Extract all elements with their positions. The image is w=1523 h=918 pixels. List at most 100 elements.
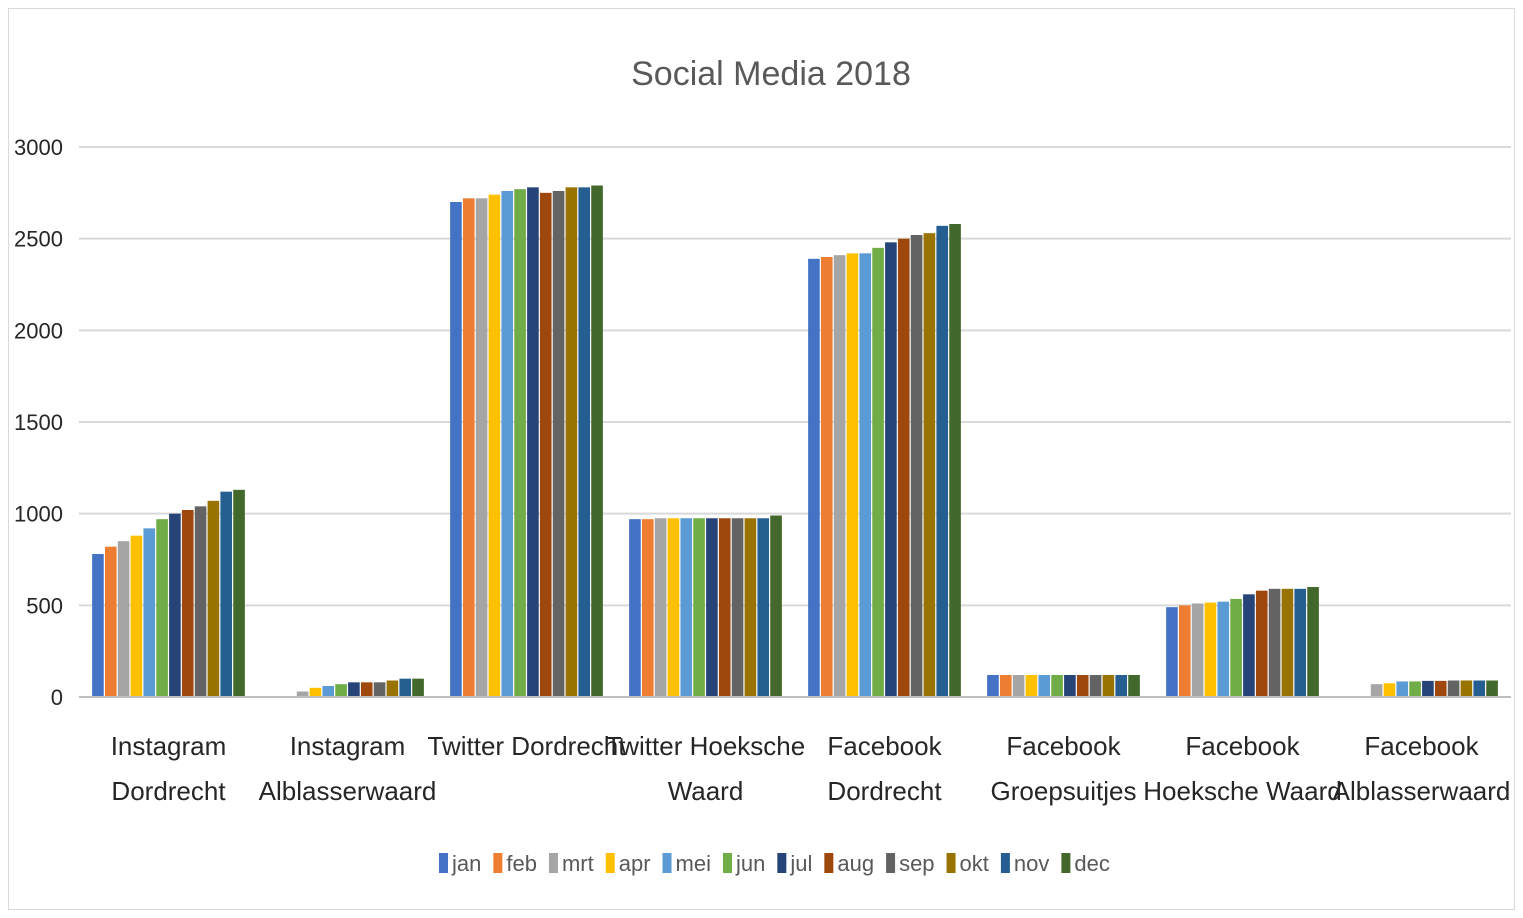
bar-nov-4 xyxy=(936,225,949,698)
legend-label: apr xyxy=(619,851,651,876)
bar-jan-5 xyxy=(987,675,999,697)
bar-jan-2 xyxy=(450,202,462,697)
legend-item-nov: nov xyxy=(1000,851,1049,876)
category-label: Alblasserwaard xyxy=(1333,776,1511,806)
bar-sep-6 xyxy=(1268,588,1281,697)
bar-mrt-1 xyxy=(296,691,309,697)
bar-aug-1 xyxy=(360,682,373,697)
category-label: Facebook xyxy=(1185,731,1300,761)
bar-mei-2 xyxy=(501,191,514,697)
bar-jul-5 xyxy=(1064,675,1076,697)
category-label: Instagram xyxy=(111,731,227,761)
bar-apr-6 xyxy=(1204,602,1217,697)
bar-apr-2 xyxy=(488,194,501,697)
bar-okt-3 xyxy=(744,518,757,697)
bar-nov-3 xyxy=(757,518,770,697)
bar-dec-5 xyxy=(1128,675,1140,697)
bar-jul-7 xyxy=(1422,680,1434,697)
bar-aug-2 xyxy=(539,192,552,698)
bar-sep-1 xyxy=(373,682,386,697)
bar-aug-4 xyxy=(897,238,910,697)
bar-apr-0 xyxy=(130,535,143,697)
bar-mrt-0 xyxy=(117,541,130,697)
legend-item-sep: sep xyxy=(886,851,935,876)
bar-apr-4 xyxy=(846,253,859,698)
bar-jun-5 xyxy=(1051,675,1063,697)
bar-jul-3 xyxy=(706,518,718,697)
bar-aug-6 xyxy=(1255,590,1268,697)
bar-jan-6 xyxy=(1166,607,1178,697)
bar-sep-5 xyxy=(1089,675,1102,697)
bar-mei-4 xyxy=(859,253,872,698)
bar-jun-0 xyxy=(156,519,168,697)
legend-label: nov xyxy=(1014,851,1049,876)
bar-mei-7 xyxy=(1396,681,1409,697)
chart-frame: Social Media 2018 0 500 1000 1500 2000 2500 30… xyxy=(8,8,1515,910)
y-tick-label: 2000 xyxy=(14,318,63,343)
bar-dec-1 xyxy=(412,678,424,697)
y-tick-label: 2500 xyxy=(14,227,63,252)
legend-label: sep xyxy=(899,851,934,876)
legend-swatch xyxy=(662,853,672,873)
legend-swatch xyxy=(886,853,896,873)
bar-mei-5 xyxy=(1038,675,1051,697)
bar-mei-1 xyxy=(322,686,335,697)
category-label: Facebook xyxy=(827,731,942,761)
bar-nov-1 xyxy=(399,678,412,697)
legend-item-apr: apr xyxy=(605,851,651,876)
legend-label: mei xyxy=(676,851,711,876)
bar-okt-0 xyxy=(207,500,220,697)
legend-item-mrt: mrt xyxy=(548,851,594,876)
category-label: Alblasserwaard xyxy=(259,776,437,806)
bar-feb-4 xyxy=(820,257,833,697)
bar-mrt-3 xyxy=(654,518,667,697)
y-tick-label: 0 xyxy=(51,685,63,710)
legend: jan feb mrt apr mei jun jul aug sep okt nov dec xyxy=(439,851,1110,876)
bar-jan-3 xyxy=(629,519,641,697)
y-tick-label: 500 xyxy=(26,593,63,618)
bar-okt-7 xyxy=(1460,680,1473,697)
bar-aug-3 xyxy=(718,518,731,697)
bar-jun-7 xyxy=(1409,681,1421,697)
bar-mrt-6 xyxy=(1191,603,1204,697)
legend-label: okt xyxy=(960,851,989,876)
bar-jun-4 xyxy=(872,247,884,698)
bar-jun-1 xyxy=(335,684,347,697)
legend-swatch xyxy=(605,853,615,873)
legend-label: jan xyxy=(451,851,481,876)
legend-swatch xyxy=(493,853,503,873)
chart-title: Social Media 2018 xyxy=(631,55,911,93)
bar-mrt-5 xyxy=(1012,675,1025,697)
bar-mei-0 xyxy=(143,528,156,697)
legend-label: feb xyxy=(506,851,537,876)
chart-canvas: Social Media 2018 0 500 1000 1500 2000 2500 30… xyxy=(14,55,1511,876)
bar-okt-1 xyxy=(386,680,399,697)
gridlines xyxy=(79,146,1511,698)
legend-item-jan: jan xyxy=(439,851,481,876)
legend-label: mrt xyxy=(562,851,594,876)
bar-apr-7 xyxy=(1383,683,1396,697)
bar-feb-0 xyxy=(104,546,117,697)
bar-jan-0 xyxy=(92,554,104,697)
y-tick-label: 1500 xyxy=(14,410,63,435)
bar-mrt-4 xyxy=(833,255,846,697)
bar-feb-3 xyxy=(641,519,654,697)
legend-swatch xyxy=(1061,853,1071,873)
legend-item-mei: mei xyxy=(662,851,711,876)
bar-feb-2 xyxy=(462,198,475,698)
bar-okt-4 xyxy=(923,233,936,697)
category-label: Dordrecht xyxy=(111,776,226,806)
bar-nov-5 xyxy=(1115,675,1128,697)
bar-dec-2 xyxy=(591,185,603,697)
legend-swatch xyxy=(777,853,787,873)
legend-swatch xyxy=(439,853,448,873)
bar-apr-3 xyxy=(667,518,680,697)
legend-swatch xyxy=(722,853,732,873)
category-labels: Instagram Dordrecht Instagram Alblasserwaar… xyxy=(111,731,1511,806)
legend-swatch xyxy=(1000,853,1010,873)
category-label: Twitter Hoeksche xyxy=(606,731,805,761)
y-axis-ticks: 0 500 1000 1500 2000 2500 3000 xyxy=(14,135,63,710)
bar-okt-6 xyxy=(1281,588,1294,697)
bar-jul-0 xyxy=(169,513,181,697)
bar-nov-7 xyxy=(1473,680,1486,697)
